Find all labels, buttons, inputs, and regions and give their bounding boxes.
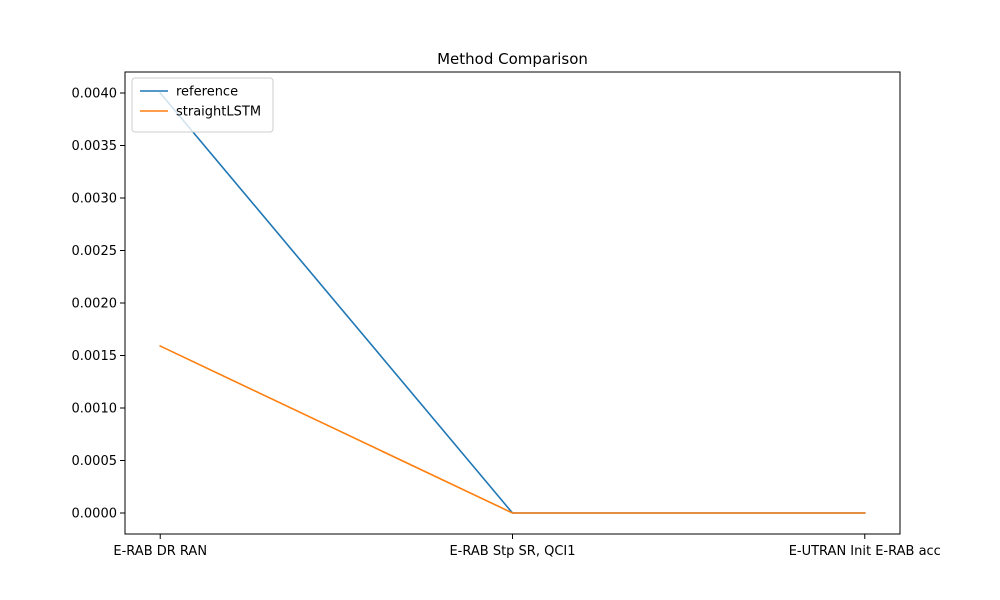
plot-area: 0.0000 0.0005 0.0010 0.0015 0.0020 0.0025 0.00… [72, 71, 941, 559]
x-tick-label: E-RAB DR RAN [113, 544, 207, 559]
y-tick-label: 0.0040 [72, 87, 118, 102]
y-tick-label: 0.0025 [72, 244, 118, 259]
y-tick-label: 0.0035 [72, 139, 118, 154]
x-tick-label: E-UTRAN Init E-RAB acc [789, 544, 941, 559]
y-tick-label: 0.0005 [72, 454, 118, 469]
y-tick-label: 0.0020 [72, 297, 118, 312]
legend: reference straightLSTM [131, 77, 274, 133]
series-line-straightLSTM [159, 344, 866, 514]
y-tick-label: 0.0000 [72, 507, 118, 522]
x-tick-label: E-RAB Stp SR, QCI1 [449, 544, 575, 559]
legend-label: reference [176, 85, 238, 100]
chart-title: Method Comparison [437, 50, 588, 68]
y-tick-label: 0.0030 [72, 192, 118, 207]
y-tick-label: 0.0010 [72, 402, 118, 417]
y-tick-label: 0.0015 [72, 349, 118, 364]
legend-label: straightLSTM [176, 105, 261, 120]
